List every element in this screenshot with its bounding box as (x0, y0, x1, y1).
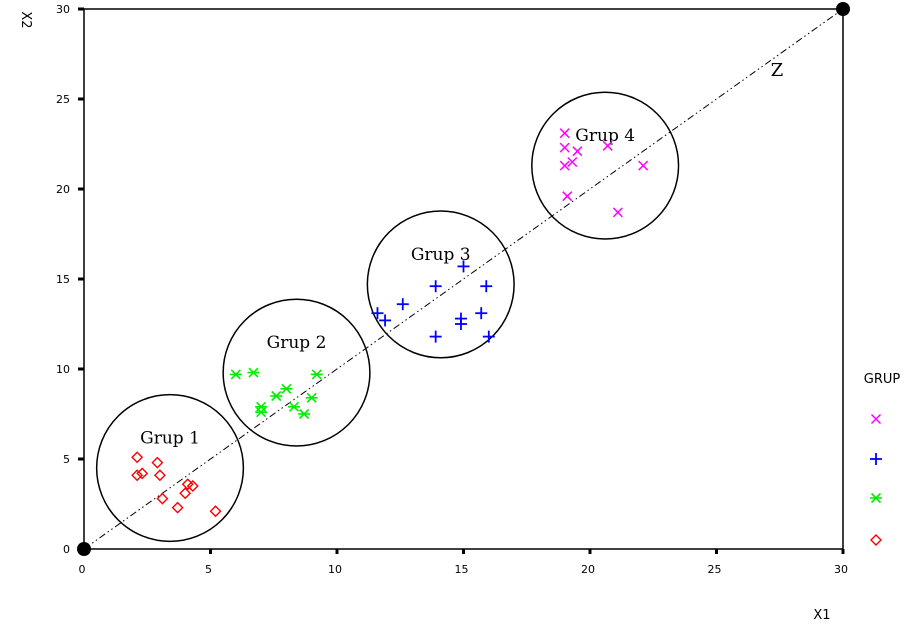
y-tick-label: 30 (56, 3, 70, 16)
data-point-diamond (209, 505, 222, 518)
legend-marker-star (870, 492, 882, 504)
group-circle (95, 393, 245, 543)
x-tick-label: 30 (834, 563, 848, 576)
data-point-star (247, 367, 260, 378)
data-point-star (305, 392, 318, 403)
y-tick-label: 25 (56, 93, 70, 106)
data-point-star (287, 401, 300, 412)
data-point-star (310, 369, 323, 380)
data-point-diamond (156, 492, 169, 505)
data-point-plus (429, 330, 442, 343)
y-tick-label: 20 (56, 183, 70, 196)
data-point-plus (396, 298, 409, 311)
x-axis-title: X1 (813, 608, 830, 623)
data-point-diamond (186, 480, 199, 492)
data-point-diamond (151, 456, 164, 469)
legend-marker-diamond (870, 534, 882, 546)
data-point-diamond (153, 469, 166, 482)
z-line (83, 8, 844, 550)
y-tick-label: 5 (63, 453, 70, 466)
data-point-x (602, 140, 613, 151)
group-label: Grup 3 (411, 245, 471, 265)
group-circle (366, 210, 515, 359)
data-point-diamond (181, 478, 194, 491)
data-point-star (298, 408, 311, 420)
data-point-diamond (136, 467, 149, 480)
group-circle (531, 91, 680, 240)
data-point-x (638, 160, 649, 171)
data-point-star (255, 401, 268, 412)
data-point-star (270, 390, 283, 402)
z-line-label: Z (771, 60, 784, 81)
x-tick-label: 10 (328, 563, 342, 576)
group-label: Grup 2 (267, 333, 327, 353)
y-tick-label: 0 (63, 543, 70, 556)
y-tick-label: 15 (56, 273, 70, 286)
group-circle (222, 298, 371, 447)
data-point-plus (482, 330, 495, 343)
data-point-plus (429, 280, 442, 293)
data-point-plus (454, 318, 467, 330)
y-axis-title: X2 (18, 11, 33, 28)
data-point-x (612, 207, 623, 218)
legend-marker-x (870, 413, 882, 425)
data-point-star (255, 407, 268, 418)
data-point-diamond (131, 469, 144, 482)
data-point-x (559, 142, 570, 153)
z-line-start-point (77, 542, 91, 556)
data-point-x (562, 191, 573, 202)
data-point-diamond (171, 501, 184, 514)
data-point-x (567, 156, 578, 168)
group-label: Grup 4 (575, 126, 635, 146)
x-tick-label: 0 (79, 563, 86, 576)
x-tick-label: 15 (455, 563, 469, 576)
data-point-plus (379, 314, 392, 327)
data-point-x (572, 146, 583, 157)
data-point-star (280, 383, 293, 394)
data-point-star (229, 369, 242, 380)
data-point-plus (371, 307, 384, 320)
group-label: Grup 1 (140, 429, 200, 449)
data-point-plus (480, 280, 493, 293)
data-point-x (559, 160, 570, 171)
x-tick-label: 20 (581, 563, 595, 576)
data-point-plus (475, 307, 488, 320)
z-line-end-point (836, 2, 850, 16)
legend-title: GRUP (864, 372, 901, 387)
data-point-diamond (131, 451, 144, 464)
data-point-plus (457, 260, 470, 273)
data-point-diamond (179, 487, 192, 500)
x-tick-label: 25 (708, 563, 722, 576)
data-point-x (559, 128, 570, 139)
y-tick-label: 10 (56, 363, 70, 376)
x-tick-label: 5 (205, 563, 212, 576)
legend-marker-plus (870, 453, 882, 465)
